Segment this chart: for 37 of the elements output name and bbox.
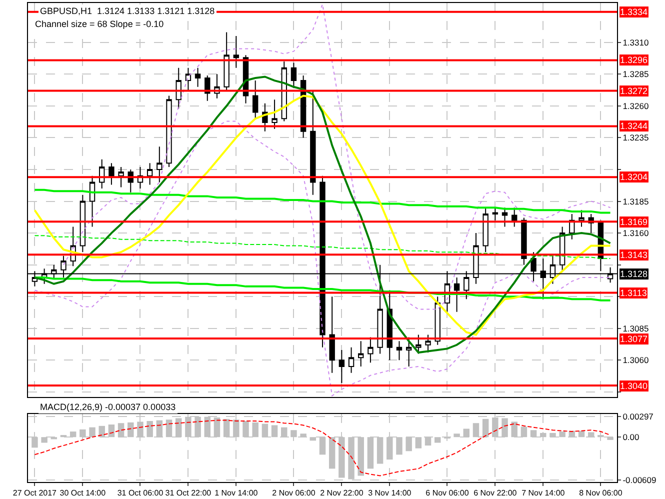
ref-line-label: 1.3113 (620, 288, 647, 298)
ref-line-label: 1.3244 (620, 121, 648, 131)
ref-line-label: 1.3334 (620, 7, 648, 17)
x-tick-label: 6 Nov 06:00 (426, 488, 470, 498)
y-tick-label: 1.3310 (622, 37, 649, 48)
x-tick-label: 6 Nov 22:00 (474, 488, 518, 498)
x-tick-label: 31 Oct 22:00 (165, 488, 212, 498)
y-tick-label: 1.3235 (622, 132, 649, 143)
ref-line-label: 1.3143 (620, 250, 648, 260)
y-tick-label: 1.3160 (622, 228, 649, 238)
ref-line-label: 1.3040 (620, 381, 648, 391)
x-tick-label: 7 Nov 14:00 (522, 488, 566, 498)
ref-line-label: 1.3077 (620, 334, 648, 344)
x-tick-label: 1 Nov 14:00 (214, 488, 258, 498)
ref-line-label: 1.3128 (620, 269, 648, 279)
chart-title: MACD(12,26,9) -0.00037 0.00033 (40, 402, 176, 412)
text: Channel size = 68 Slope = -0.10 (35, 19, 164, 29)
x-tick-label: 3 Nov 14:00 (368, 488, 412, 498)
x-tick-label: 8 Nov 06:00 (579, 488, 623, 498)
y-tick-label: 1.3285 (622, 69, 649, 80)
x-tick-label: 31 Oct 06:00 (117, 488, 164, 498)
ref-line-label: 1.3272 (620, 86, 648, 96)
chart-title: GBPUSD,H1 1.3124 1.3133 1.3121 1.3128 (40, 6, 215, 16)
y-tick-label: 0.00297 (622, 411, 654, 422)
x-tick-label: 2 Nov 06:00 (272, 488, 316, 498)
ref-line-label: 1.3169 (620, 217, 648, 227)
x-tick-label: 30 Oct 14:00 (60, 488, 106, 498)
ref-line-label: 1.3204 (620, 172, 648, 182)
y-tick-label: -0.00609 (622, 474, 657, 485)
x-tick-label: 27 Oct 2017 (12, 488, 58, 498)
y-tick-label: 1.3260 (622, 100, 649, 111)
y-tick-label: 1.3185 (622, 196, 649, 206)
ref-line-label: 1.3296 (620, 55, 648, 65)
y-tick-label: 0.00 (622, 432, 640, 442)
y-tick-label: 1.3085 (622, 323, 649, 334)
y-tick-label: 1.3060 (622, 355, 649, 366)
x-tick-label: 2 Nov 22:00 (320, 488, 364, 498)
